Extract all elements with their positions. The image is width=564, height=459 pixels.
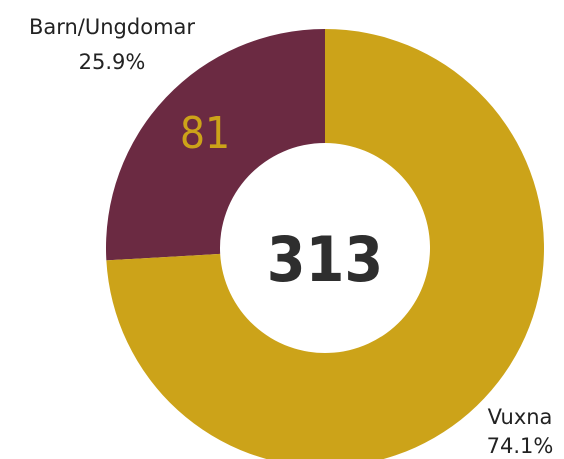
donut-segment [106, 29, 325, 261]
category-label: Vuxna [488, 405, 553, 429]
category-label: Barn/Ungdomar [29, 15, 195, 39]
percent-label: 25.9% [79, 50, 146, 74]
donut-segment [106, 29, 544, 459]
total-label: 313 [267, 223, 383, 296]
count-label: 81 [180, 108, 230, 159]
percent-label: 74.1% [487, 434, 554, 458]
